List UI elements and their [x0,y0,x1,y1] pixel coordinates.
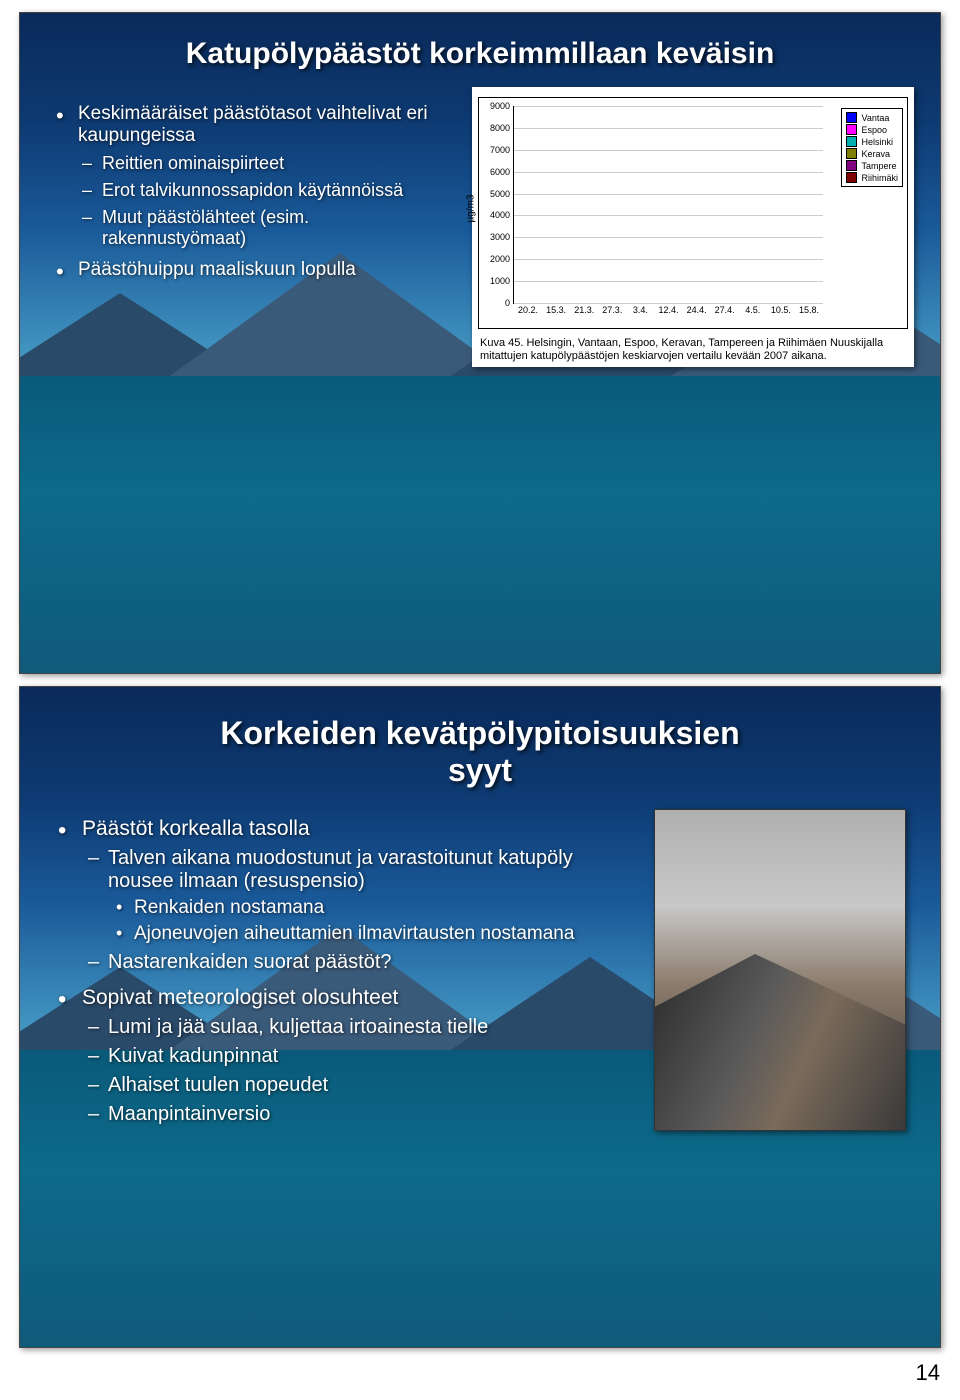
bullet-l2: Reittien ominaispiirteet [78,153,456,174]
legend-label: Riihimäki [861,173,898,183]
bullet-l2: Kuivat kadunpinnat [82,1045,618,1068]
bullet-l2: Muut päästölähteet (esim. rakennustyömaa… [78,207,456,249]
legend-swatch [846,160,857,171]
legend-item: Espoo [846,124,898,135]
x-tick: 27.4. [715,303,735,315]
street-photo [654,809,906,1131]
y-tick: 3000 [490,232,514,242]
y-tick: 0 [505,298,514,308]
legend-swatch [846,112,857,123]
x-tick: 10.5. [771,303,791,315]
legend-label: Vantaa [861,113,889,123]
bullet-l1: Päästöhuippu maaliskuun lopulla [56,259,456,281]
x-tick: 3.4. [633,303,648,315]
sea-bg [20,376,940,673]
y-tick: 2000 [490,254,514,264]
x-tick: 20.2. [518,303,538,315]
slide-title: Katupölypäästöt korkeimmillaan keväisin [20,37,940,71]
legend-item: Riihimäki [846,172,898,183]
chart-panel: µg/m3 0100020003000400050006000700080009… [472,87,914,367]
slide1-body: Keskimääräiset päästötasot vaihtelivat e… [56,103,456,291]
x-tick: 24.4. [687,303,707,315]
chart-legend: Vantaa Espoo Helsinki Kerava Tampere Riihimäk… [841,108,903,187]
x-tick: 15.8. [799,303,819,315]
x-tick: 15.3. [546,303,566,315]
bullet-l2: Nastarenkaiden suorat päästöt? [82,951,618,974]
slide-2: Korkeiden kevätpölypitoisuuksien syyt Pä… [19,686,941,1348]
bullet-l3: Renkaiden nostamana [108,897,618,919]
chart-caption: Kuva 45. Helsingin, Vantaan, Espoo, Kera… [478,333,908,365]
legend-item: Tampere [846,160,898,171]
y-tick: 8000 [490,123,514,133]
legend-label: Kerava [861,149,890,159]
bullet-l1: Keskimääräiset päästötasot vaihtelivat e… [56,103,456,249]
x-tick: 12.4. [658,303,678,315]
legend-label: Espoo [861,125,887,135]
legend-swatch [846,124,857,135]
legend-label: Tampere [861,161,896,171]
bullet-l2: Alhaiset tuulen nopeudet [82,1074,618,1097]
bullet-l2: Lumi ja jää sulaa, kuljettaa irtoainesta… [82,1016,618,1039]
x-tick: 21.3. [574,303,594,315]
title-line1: Korkeiden kevätpölypitoisuuksien [220,715,739,751]
legend-item: Kerava [846,148,898,159]
bullet-l2: Maanpintainversio [82,1103,618,1126]
y-tick: 5000 [490,189,514,199]
title-line2: syyt [448,752,512,788]
y-tick: 1000 [490,276,514,286]
legend-item: Helsinki [846,136,898,147]
chart-area: µg/m3 0100020003000400050006000700080009… [478,97,908,329]
y-tick: 9000 [490,101,514,111]
chart-grid: 010002000300040005000600070008000900020.… [513,106,823,304]
bullet-l3: Ajoneuvojen aiheuttamien ilmavirtausten … [108,923,618,945]
bullet-l1: Sopivat meteorologiset olosuhteetLumi ja… [58,986,618,1126]
page-number: 14 [20,1360,940,1386]
legend-swatch [846,172,857,183]
slide-1: Katupölypäästöt korkeimmillaan keväisin … [19,12,941,674]
x-tick: 4.5. [745,303,760,315]
y-tick: 4000 [490,210,514,220]
bullet-l2: Talven aikana muodostunut ja varastoitun… [82,847,618,945]
chart-bars [514,106,823,303]
slide2-body: Päästöt korkealla tasollaTalven aikana m… [58,817,618,1138]
y-tick: 7000 [490,145,514,155]
slide-title: Korkeiden kevätpölypitoisuuksien syyt [20,715,940,789]
x-tick: 27.3. [602,303,622,315]
legend-item: Vantaa [846,112,898,123]
bullet-l2: Erot talvikunnossapidon käytännöissä [78,180,456,201]
chart-ylabel: µg/m3 [466,195,477,223]
y-tick: 6000 [490,167,514,177]
bullet-l1: Päästöt korkealla tasollaTalven aikana m… [58,817,618,974]
legend-swatch [846,148,857,159]
legend-label: Helsinki [861,137,893,147]
legend-swatch [846,136,857,147]
